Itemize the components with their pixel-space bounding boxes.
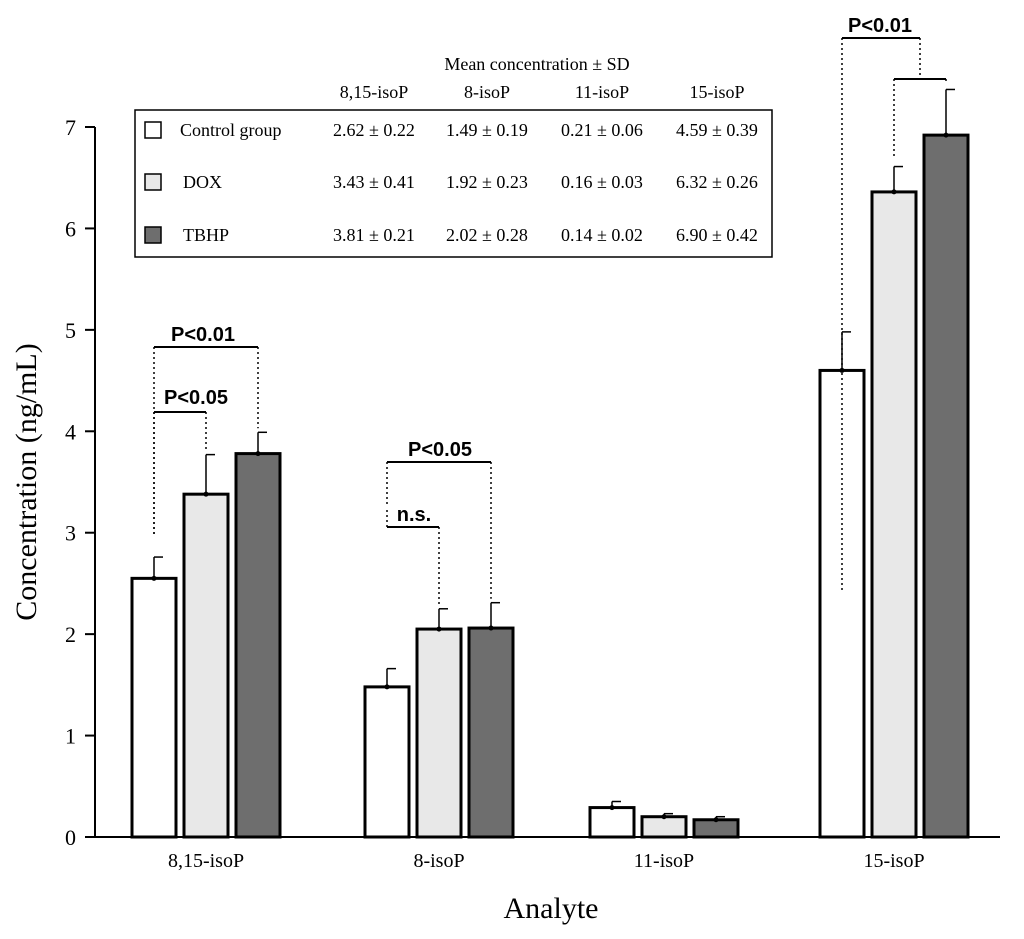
legend-table-column-header: 15-isoP <box>689 82 744 102</box>
legend-table-cell: 1.92 ± 0.23 <box>446 172 528 192</box>
y-tick-label: 4 <box>65 419 76 444</box>
bar <box>818 368 866 839</box>
legend-table-cell: 1.49 ± 0.19 <box>446 120 528 140</box>
legend-table-cell: 3.43 ± 0.41 <box>333 172 415 192</box>
x-tick-label: 15-isoP <box>863 850 924 872</box>
significance-label: P<0.05 <box>408 439 472 461</box>
mean-dot <box>255 451 261 457</box>
mean-dot <box>839 367 845 373</box>
x-tick-label: 8,15-isoP <box>168 850 244 872</box>
legend-table-cell: 2.62 ± 0.22 <box>333 120 415 140</box>
legend-table-headers: 8,15-isoP 8-isoP 11-isoP 15-isoP <box>340 82 745 102</box>
legend-table-rows: Control group 2.62 ± 0.22 1.49 ± 0.19 0.21 … <box>144 120 758 245</box>
bar <box>415 627 463 839</box>
bar <box>363 685 411 839</box>
legend-swatch <box>144 226 162 244</box>
significance-label: P<0.05 <box>164 387 228 409</box>
legend-row-label: Control group <box>180 120 282 140</box>
bar <box>922 133 970 839</box>
legend-table-cell: 3.81 ± 0.21 <box>333 225 415 245</box>
legend-row-label: TBHP <box>183 225 229 245</box>
bar <box>182 492 230 839</box>
mean-dot <box>488 625 494 631</box>
x-tick-label: 8-isoP <box>413 850 464 872</box>
legend-table-cell: 6.90 ± 0.42 <box>676 225 758 245</box>
y-tick-label: 1 <box>65 724 76 749</box>
legend-table-cell: 0.16 ± 0.03 <box>561 172 643 192</box>
legend-table-caption: Mean concentration ± SD <box>444 54 629 74</box>
legend-table-cell: 4.59 ± 0.39 <box>676 120 758 140</box>
y-tick-label: 5 <box>65 318 76 343</box>
bar <box>467 626 515 839</box>
legend-table-frame <box>134 109 773 258</box>
legend-table-cell: 0.21 ± 0.06 <box>561 120 643 140</box>
y-tick-label: 6 <box>65 216 76 241</box>
legend-table-column-header: 8,15-isoP <box>340 82 409 102</box>
mean-dot <box>203 491 209 497</box>
bar <box>640 815 688 839</box>
legend-table-cell: 6.32 ± 0.26 <box>676 172 758 192</box>
y-axis-ticks: 0 1 2 3 4 5 6 7 <box>65 115 95 850</box>
legend-table-column-header: 8-isoP <box>464 82 510 102</box>
bar <box>692 818 740 839</box>
legend-table: Mean concentration ± SD 8,15-isoP 8-isoP 1… <box>134 54 773 258</box>
mean-dot <box>661 814 667 820</box>
legend-table-cell: 0.14 ± 0.02 <box>561 225 643 245</box>
legend-table-column-header: 11-isoP <box>575 82 629 102</box>
significance-annotations: P<0.01 P<0.05 P<0.05 n.s. P<0.01 <box>153 15 947 605</box>
mean-dot <box>891 189 897 195</box>
mean-dot <box>713 817 719 823</box>
y-tick-label: 2 <box>65 622 76 647</box>
x-tick-label: 11-isoP <box>634 850 694 872</box>
bar-groups <box>130 88 970 839</box>
legend-row-label: DOX <box>183 172 222 192</box>
y-tick-label: 3 <box>65 521 76 546</box>
bar <box>870 190 918 839</box>
mean-dot <box>943 132 949 138</box>
bar <box>588 806 636 839</box>
x-axis-tick-labels: 8,15-isoP 8-isoP 11-isoP 15-isoP <box>168 850 925 872</box>
bar <box>234 452 282 839</box>
mean-dot <box>436 626 442 632</box>
x-axis-title: Analyte <box>504 892 599 925</box>
mean-dot <box>384 684 390 690</box>
mean-dot <box>151 575 157 581</box>
bar <box>130 576 178 839</box>
y-tick-label: 0 <box>65 825 76 850</box>
significance-label: P<0.01 <box>848 15 912 37</box>
legend-swatch <box>144 121 162 139</box>
legend-table-cell: 2.02 ± 0.28 <box>446 225 528 245</box>
y-tick-label: 7 <box>65 115 76 140</box>
y-axis-title: Concentration (ng/mL) <box>10 343 43 620</box>
mean-dot <box>609 805 615 811</box>
significance-label: n.s. <box>397 504 431 526</box>
significance-label: P<0.01 <box>171 324 235 346</box>
legend-swatch <box>144 173 162 191</box>
